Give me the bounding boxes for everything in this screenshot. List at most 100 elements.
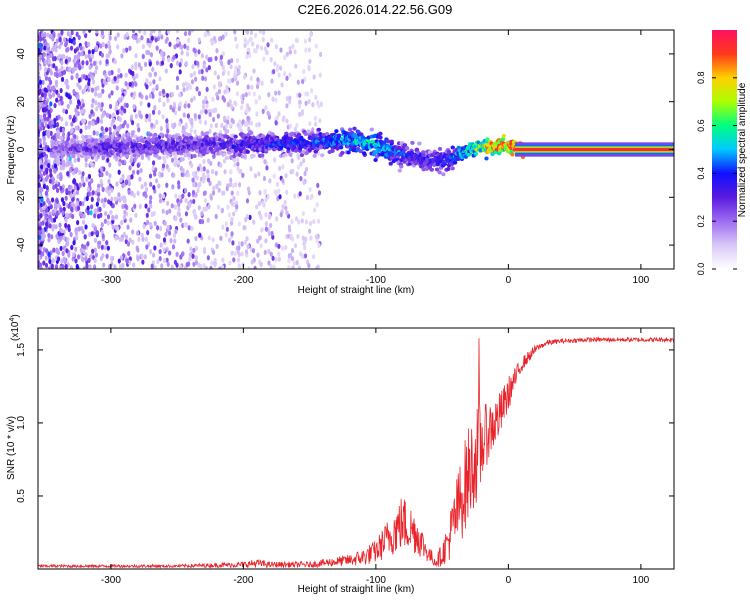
spectrogram-cell — [202, 158, 206, 165]
spectrogram-cell — [228, 122, 232, 128]
spectrogram-cell — [215, 183, 219, 190]
spectrogram-cell — [165, 257, 169, 263]
spectrogram-cell — [298, 111, 302, 118]
spectrogram-cell — [187, 37, 191, 43]
spectrogram-cell — [183, 30, 188, 37]
spectrogram-cell — [180, 44, 184, 50]
spectrogram-cell — [115, 101, 119, 107]
spectrogram-cell — [57, 100, 62, 106]
spectrogram-cell — [81, 256, 85, 262]
spectrogram-cell — [79, 45, 83, 51]
spectrogram-cell — [72, 40, 76, 46]
spectrogram-cell — [93, 257, 97, 264]
spectrogram-cell — [95, 30, 99, 34]
spectrogram-cell — [60, 197, 65, 203]
spectrogram-cell — [376, 147, 381, 152]
spectrogram-cell — [216, 95, 220, 101]
spectrogram-cell — [153, 220, 157, 226]
spectrogram-cell — [94, 91, 98, 97]
spectrogram-cell — [207, 64, 211, 71]
spectrogram-cell — [128, 45, 132, 51]
spectrogram-cell — [75, 263, 79, 269]
spectrogram-cell — [149, 181, 153, 187]
spectrogram-cell — [73, 167, 77, 173]
spectrogram-cell — [87, 41, 91, 47]
spectrogram-cell — [259, 262, 263, 268]
spectrogram-cell — [42, 170, 46, 176]
spectrogram-cell — [269, 251, 273, 257]
spectrogram-cell — [203, 190, 207, 196]
spectrogram-cell — [71, 68, 75, 74]
spectrogram-cell — [251, 41, 255, 47]
spectrogram-cell — [54, 202, 58, 208]
spectrogram-cell — [315, 265, 319, 269]
spectrogram-cell — [138, 176, 142, 182]
spectrogram-cell — [304, 100, 308, 106]
spectrogram-cell — [217, 187, 221, 193]
spectrogram-cell — [160, 263, 164, 269]
spectrogram-cell — [134, 65, 138, 71]
spectrogram-cell — [70, 30, 74, 36]
spectrogram-cell — [151, 160, 156, 166]
spectrogram-cell — [134, 113, 138, 119]
spectrogram-cell — [284, 205, 288, 211]
spectrogram-cell — [192, 154, 197, 159]
spectrogram-cell — [277, 90, 281, 96]
spectrogram-cell — [98, 206, 102, 213]
spectrogram-cell — [221, 51, 225, 57]
spectrogram-cell — [313, 121, 318, 127]
spectrogram-cell — [144, 236, 148, 242]
spectrogram-cell — [146, 219, 150, 225]
spectrogram-cell — [40, 32, 45, 38]
spectrogram-cell — [40, 197, 44, 203]
spectrogram-cell — [161, 88, 166, 95]
spectrogram-cell — [89, 57, 93, 63]
spectrogram-cell — [309, 235, 313, 241]
spectrogram-cell — [108, 126, 112, 132]
spectrogram-cell — [114, 214, 119, 220]
spectrogram-cell — [108, 35, 112, 41]
spectrogram-y-tick-label: 0 — [16, 146, 27, 152]
spectrogram-cell — [51, 177, 55, 183]
spectrogram-cell — [240, 104, 244, 111]
spectrogram-cell — [290, 158, 294, 164]
spectrogram-cell — [84, 134, 89, 139]
spectrogram-cell — [146, 50, 151, 56]
spectrogram-cell — [269, 57, 273, 63]
spectrogram-cell — [211, 96, 215, 102]
spectrogram-cell — [80, 212, 84, 218]
spectrogram-x-tick-label: -200 — [233, 275, 253, 286]
spectrogram-cell — [148, 117, 152, 123]
spectrogram-cell — [192, 208, 196, 214]
spectrogram-cell — [288, 136, 293, 141]
spectrogram-cell — [312, 74, 316, 80]
spectrogram-cell — [55, 72, 59, 79]
spectrogram-cell — [166, 224, 170, 231]
spectrogram-cell — [78, 200, 82, 207]
spectrogram-cell — [53, 207, 57, 214]
spectrogram-cell — [91, 49, 95, 55]
spectrogram-cell — [161, 163, 166, 169]
spectrogram-cell — [148, 249, 153, 255]
colorbar-scale — [712, 30, 737, 269]
spectrogram-x-tick-label: 0 — [506, 275, 512, 286]
spectrogram-cell — [139, 100, 143, 107]
spectrogram-cell — [48, 33, 53, 40]
spectrogram-cell — [308, 37, 312, 43]
spectrogram-cell — [110, 134, 115, 139]
spectrogram-cell — [93, 149, 98, 154]
spectrogram-cell — [50, 263, 54, 269]
spectrogram-cell — [115, 109, 120, 116]
spectrogram-cell — [410, 140, 415, 145]
spectrogram-cell — [66, 156, 70, 162]
spectrogram-cell — [164, 231, 168, 237]
spectrogram-cell — [131, 70, 135, 77]
spectrogram-cell — [56, 133, 60, 139]
spectrogram-cell — [231, 240, 235, 246]
spectrogram-cell — [162, 257, 167, 264]
spectrogram-cell — [87, 80, 91, 87]
spectrogram-cell — [188, 84, 193, 91]
spectrogram-cell — [125, 32, 129, 38]
spectrogram-cell — [115, 226, 120, 232]
spectrogram-cell — [362, 151, 367, 156]
